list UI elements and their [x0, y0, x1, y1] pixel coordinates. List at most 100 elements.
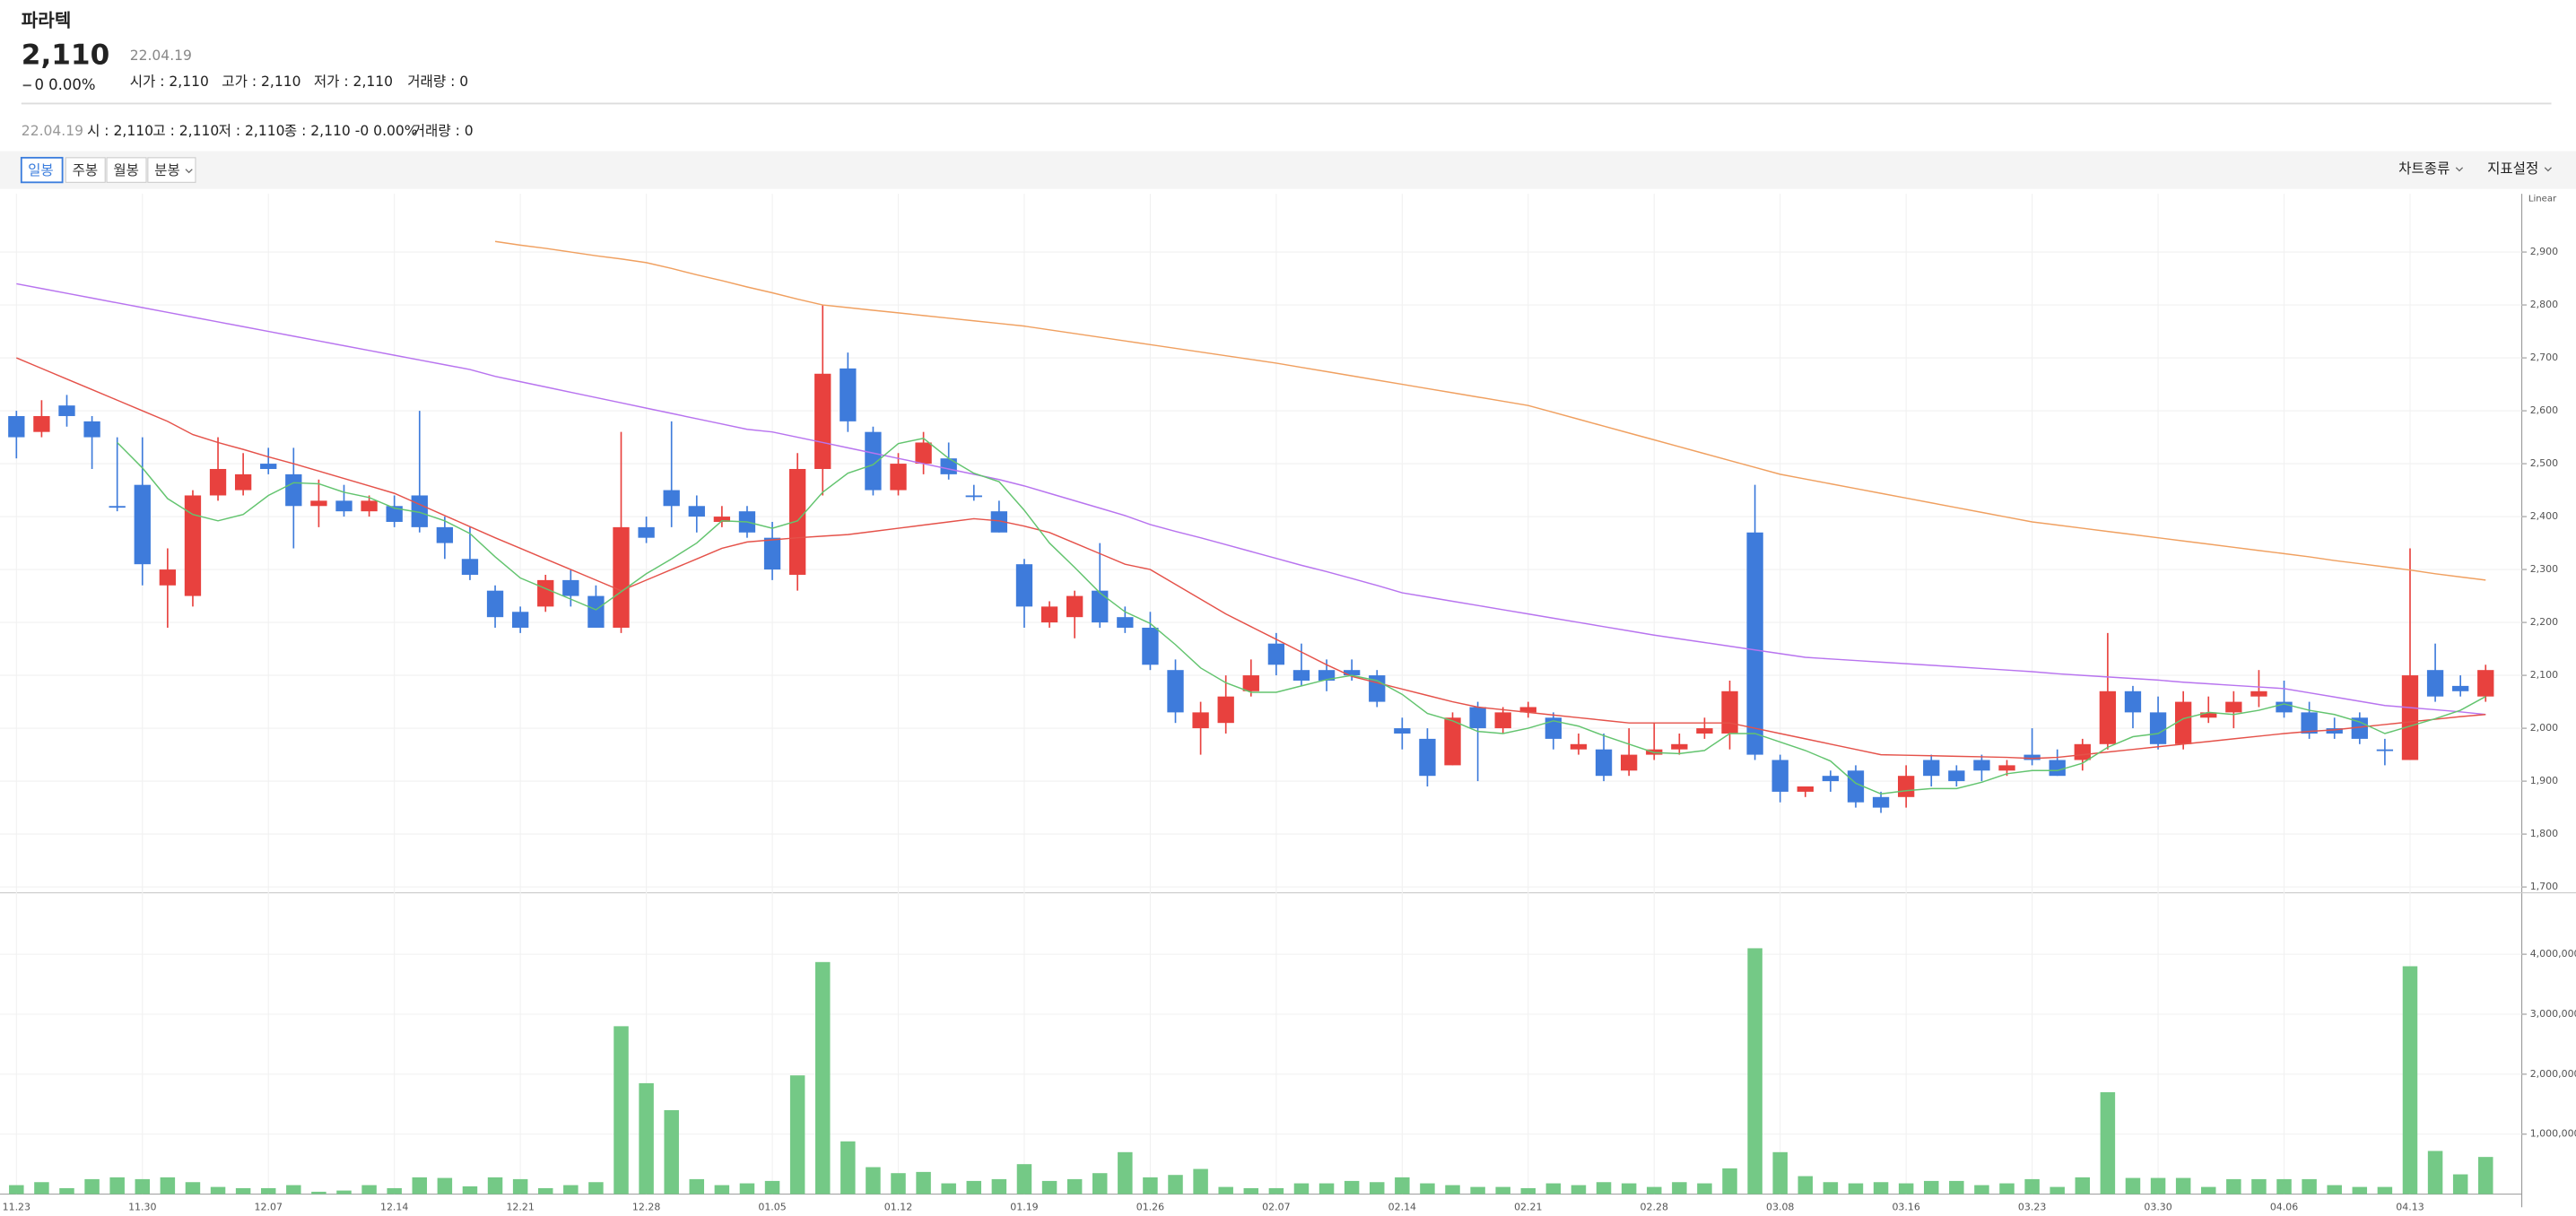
volume-bar	[1395, 1177, 1410, 1194]
candle-body	[2301, 712, 2318, 734]
candle-body	[1267, 643, 1285, 665]
volume-bar	[2125, 1177, 2141, 1194]
volume-bar	[260, 1187, 276, 1194]
candle-body	[1746, 532, 1763, 755]
candle-body	[638, 526, 655, 538]
change: 0 0.00%	[34, 76, 95, 93]
tab-label[interactable]: 주봉	[73, 162, 99, 178]
candle-body	[890, 464, 907, 491]
candle-body	[486, 590, 504, 618]
tabs: 일봉 주봉 월봉 분봉 차트종류 지표설정	[20, 156, 2552, 184]
volume-bar	[1016, 1164, 1032, 1194]
candle-body	[1015, 564, 1033, 607]
volume-bar	[185, 1182, 201, 1194]
volume-bar	[59, 1187, 74, 1194]
candle-body	[1923, 760, 1940, 777]
candle-body	[1494, 712, 1511, 729]
candle-body	[159, 569, 177, 586]
x-tick-label: 11.30	[128, 1201, 156, 1212]
x-tick-label: 12.28	[632, 1201, 660, 1212]
candle-body	[184, 495, 202, 596]
candle-body	[1142, 627, 1159, 665]
volume-bar	[210, 1186, 226, 1194]
candle-body	[613, 526, 630, 628]
volume-bar	[2377, 1186, 2393, 1194]
volume-bar	[639, 1082, 654, 1194]
candle-body	[2200, 712, 2217, 718]
tab-button[interactable]	[20, 156, 64, 184]
candle-body	[1292, 670, 1310, 681]
volume-bar	[2024, 1178, 2040, 1194]
volume-bar	[84, 1178, 100, 1194]
candle-body	[234, 473, 252, 491]
volume-bar	[311, 1191, 326, 1194]
x-tick-label: 02.07	[1262, 1201, 1290, 1212]
y-tick-label: 2,700	[2530, 352, 2558, 363]
volume-bar	[1924, 1180, 1939, 1194]
candle-body	[1973, 760, 1990, 771]
tab-button[interactable]	[147, 157, 196, 183]
y-tick-label: 2,100	[2530, 669, 2558, 681]
candle-body	[2023, 754, 2041, 760]
volume-bar	[1898, 1183, 1914, 1194]
volume-bar	[1747, 948, 1762, 1194]
volume-bar	[9, 1185, 24, 1194]
y-tick-label: 1,900	[2530, 775, 2558, 786]
candle-body	[788, 468, 806, 575]
volume-bar	[1168, 1175, 1183, 1194]
candle-body	[940, 458, 957, 474]
volume-bar	[34, 1182, 49, 1194]
x-tick-label: 12.21	[506, 1201, 534, 1212]
volume-bar	[1143, 1177, 1158, 1194]
volume-bar	[891, 1173, 906, 1194]
volume-bar	[1420, 1183, 1435, 1194]
candle-body	[260, 464, 277, 469]
volume-bar	[2150, 1177, 2166, 1194]
candle-body	[436, 526, 454, 543]
candle-body	[1242, 675, 1259, 691]
info-item: 고 : 2,110	[152, 123, 219, 139]
candle-body	[2376, 749, 2394, 751]
candle-body	[335, 500, 352, 512]
volume-bar	[1370, 1182, 1385, 1194]
volume-bar	[1571, 1185, 1587, 1194]
menu-label[interactable]: 지표설정	[2487, 161, 2538, 177]
ma-line	[16, 282, 2486, 716]
volume-bar	[512, 1178, 528, 1194]
volume-bar	[235, 1187, 251, 1194]
volume-bar	[2201, 1186, 2216, 1194]
volume-bar	[2452, 1174, 2468, 1194]
candle-body	[1595, 749, 1613, 777]
volume-bar	[1495, 1186, 1510, 1194]
tab-button[interactable]	[106, 157, 147, 183]
candle-body	[1671, 743, 1688, 750]
tab-label[interactable]: 일봉	[28, 162, 54, 178]
stat: 고가 : 2,110	[222, 74, 300, 90]
candle-body	[83, 421, 100, 438]
menu-label[interactable]: 차트종류	[2398, 161, 2450, 177]
x-tick-label: 02.14	[1388, 1201, 1416, 1212]
volume-bar	[966, 1180, 982, 1194]
ma-line	[494, 240, 2486, 581]
candle-body	[562, 579, 579, 596]
candle-body	[1092, 590, 1109, 623]
info-bar: 시 : 2,110 고 : 2,110 저 : 2,110 종 : 2,110 -0 …	[87, 123, 474, 139]
candle-body	[713, 517, 731, 522]
volume-bar	[1722, 1168, 1737, 1194]
volume-bar	[991, 1178, 1007, 1194]
x-tick-label: 11.23	[3, 1201, 30, 1212]
volume-bar	[2075, 1177, 2091, 1194]
candle-body	[109, 506, 126, 508]
stat: 저가 : 2,110	[314, 74, 393, 90]
volume-bar	[2049, 1186, 2065, 1194]
y-tick-label: 2,800	[2530, 299, 2558, 310]
tab-label[interactable]: 월봉	[113, 162, 139, 178]
volume-bar	[814, 961, 831, 1194]
volume-bar	[2352, 1186, 2368, 1194]
volume-bar	[1797, 1176, 1814, 1194]
tab-label[interactable]: 분봉	[154, 162, 180, 178]
candle-body	[814, 373, 831, 469]
volume-bar	[1999, 1183, 2015, 1194]
header-date: 22.04.19	[130, 48, 192, 64]
tab-button[interactable]	[65, 157, 106, 183]
